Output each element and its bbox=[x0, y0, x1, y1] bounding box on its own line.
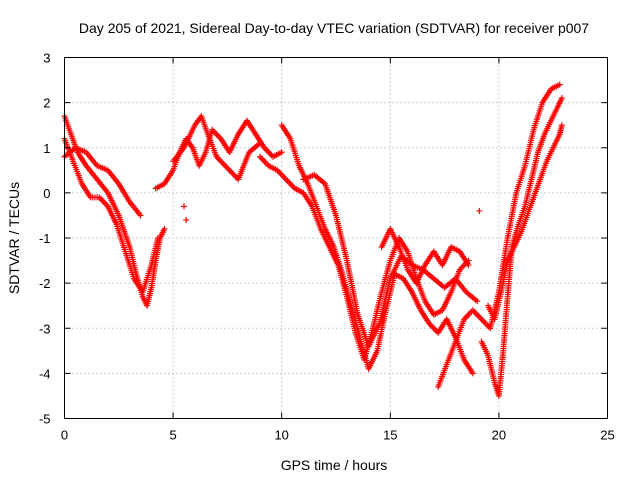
y-tick-label: 3 bbox=[43, 51, 50, 66]
x-tick-label: 10 bbox=[274, 428, 288, 443]
data-point bbox=[556, 81, 563, 88]
data-point bbox=[256, 140, 263, 147]
y-tick-label: 0 bbox=[43, 186, 50, 201]
data-point bbox=[154, 235, 161, 241]
y-tick-label: 1 bbox=[43, 141, 50, 156]
x-tick-label: 20 bbox=[492, 428, 506, 443]
data-point bbox=[278, 149, 285, 156]
data-point bbox=[137, 212, 144, 219]
data-point bbox=[183, 216, 190, 223]
grid bbox=[64, 57, 608, 419]
y-tick-label: 2 bbox=[43, 96, 50, 111]
x-tick-label: 5 bbox=[169, 428, 176, 443]
y-tick-label: -5 bbox=[39, 412, 51, 427]
data-point bbox=[558, 122, 565, 129]
data-point bbox=[161, 225, 168, 232]
x-tick-label: 0 bbox=[61, 428, 68, 443]
data-point bbox=[558, 95, 565, 102]
data-point bbox=[465, 262, 472, 269]
y-tick-label: -1 bbox=[39, 231, 51, 246]
data-point bbox=[180, 203, 187, 210]
x-tick-label: 25 bbox=[600, 428, 614, 443]
data-point bbox=[476, 207, 483, 214]
y-tick-label: -2 bbox=[39, 276, 51, 291]
chart-title: Day 205 of 2021, Sidereal Day-to-day VTE… bbox=[79, 20, 589, 36]
data-points bbox=[61, 81, 565, 399]
y-axis-label: SDTVAR / TECUs bbox=[6, 182, 22, 294]
y-tick-label: -4 bbox=[39, 366, 51, 381]
plot-frame bbox=[64, 57, 608, 419]
x-axis-label: GPS time / hours bbox=[281, 457, 388, 473]
x-tick-label: 15 bbox=[383, 428, 397, 443]
data-point bbox=[474, 298, 481, 305]
y-tick-label: -3 bbox=[39, 321, 51, 336]
data-point bbox=[469, 370, 476, 377]
